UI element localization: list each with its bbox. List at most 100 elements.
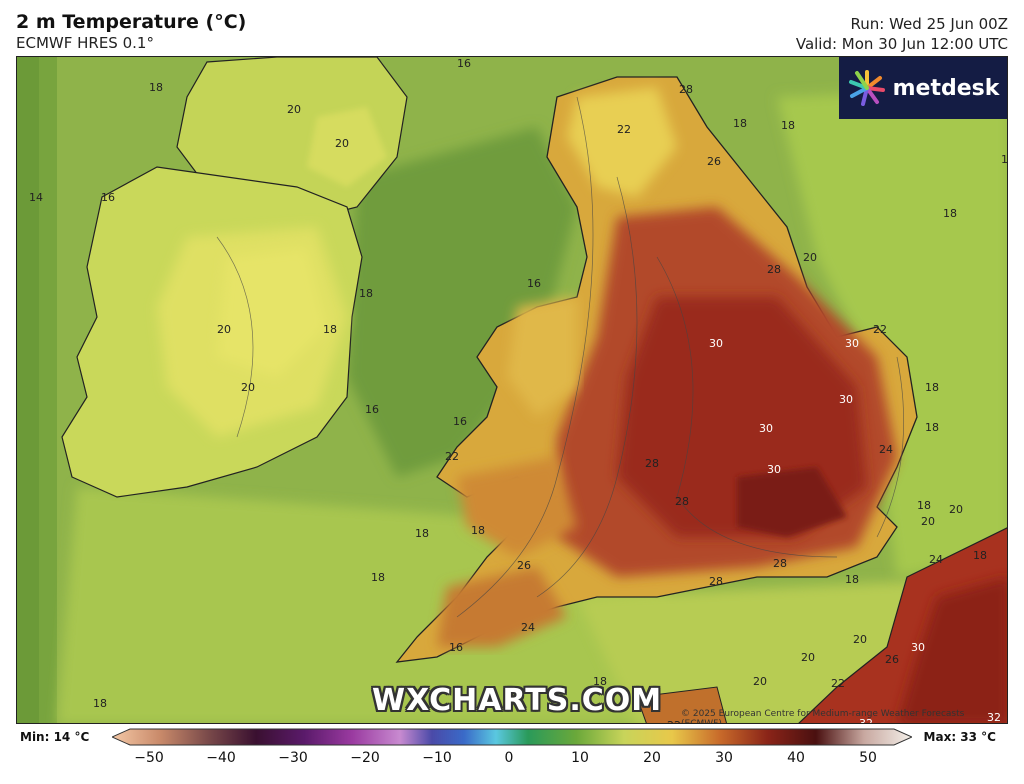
contour-label: 32 — [859, 717, 873, 724]
contour-labels: 16 18 20 14 16 18 20 20 18 16 20 16 16 2… — [29, 57, 1008, 724]
wales-south-warm — [457, 457, 577, 557]
ecmwf-credit: © 2025 European Centre for Medium-range … — [681, 709, 965, 724]
contour-label: 28 — [679, 83, 693, 96]
france-hot-core — [897, 577, 1007, 723]
contour-label: 26 — [517, 559, 531, 572]
colorbar-tick: −50 — [134, 750, 164, 766]
contour-label: 22 — [617, 123, 631, 136]
wxcharts-watermark: WXCHARTS.COM — [372, 683, 663, 718]
thames-valley-peak — [737, 467, 847, 537]
max-label: Max: 33 °C — [923, 730, 996, 744]
contour-label: 1 — [1001, 153, 1008, 166]
contour-label: 30 — [767, 463, 781, 476]
contour-label: 18 — [471, 524, 485, 537]
map-title: 2 m Temperature (°C) — [16, 11, 247, 33]
contour-label: 30 — [911, 641, 925, 654]
contour-label: 24 — [879, 443, 893, 456]
contour-label: 20 — [801, 651, 815, 664]
contour-label: 18 — [93, 697, 107, 710]
contour-label: 16 — [449, 641, 463, 654]
colorbar-tick: 10 — [571, 750, 589, 766]
contour-label: 30 — [759, 422, 773, 435]
contour-label: 20 — [921, 515, 935, 528]
contour-label: 16 — [453, 415, 467, 428]
contour-label: 22 — [667, 719, 681, 724]
contour-label: 18 — [781, 119, 795, 132]
contour-label: 20 — [335, 137, 349, 150]
colorbar-tick: 20 — [643, 750, 661, 766]
metdesk-logo-text: metdesk — [892, 75, 1000, 101]
contour-label: 28 — [767, 263, 781, 276]
contour-label: 20 — [217, 323, 231, 336]
contour-label: 20 — [287, 103, 301, 116]
contour-label: 18 — [733, 117, 747, 130]
metdesk-starburst-icon — [848, 70, 885, 106]
contour-label: 20 — [803, 251, 817, 264]
colorbar-tick: −10 — [422, 750, 452, 766]
colorbar-ticks: −50 −40 −30 −20 −10 0 10 20 30 40 50 — [0, 750, 1024, 770]
contour-label: 18 — [371, 571, 385, 584]
contour-label: 24 — [929, 553, 943, 566]
contour-label: 24 — [521, 621, 535, 634]
contour-label: 18 — [925, 381, 939, 394]
contour-label: 18 — [943, 207, 957, 220]
contour-label: 28 — [645, 457, 659, 470]
brittany-landmass — [636, 686, 727, 723]
contour-label: 28 — [675, 495, 689, 508]
contour-label: 14 — [29, 191, 43, 204]
contour-label: 18 — [925, 421, 939, 434]
contour-label: 16 — [365, 403, 379, 416]
header-right: Run: Wed 25 Jun 00Z Valid: Mon 30 Jun 12… — [796, 14, 1008, 54]
contour-label: 22 — [873, 323, 887, 336]
min-label: Min: 14 °C — [20, 730, 90, 744]
colorbar-tick: −20 — [350, 750, 380, 766]
contour-label: 28 — [709, 575, 723, 588]
contour-label: 18 — [149, 81, 163, 94]
contour-label: 18 — [323, 323, 337, 336]
contour-label: 18 — [415, 527, 429, 540]
contour-label: 28 — [773, 557, 787, 570]
colorbar-tick: 0 — [504, 750, 514, 766]
colorbar — [112, 728, 912, 746]
contour-label: 30 — [839, 393, 853, 406]
colorbar-tick: −40 — [206, 750, 236, 766]
contour-label: 20 — [753, 675, 767, 688]
contour-label: 16 — [457, 57, 471, 70]
isotherm-lines — [216, 96, 904, 618]
metdesk-logo: metdesk — [839, 57, 1007, 119]
irish-sea-cool — [347, 127, 577, 477]
contour-label: 20 — [853, 633, 867, 646]
north-sea-band — [777, 87, 1007, 577]
cornwall-devon-warm — [437, 567, 567, 647]
contour-label: 30 — [845, 337, 859, 350]
contour-label: 20 — [949, 503, 963, 516]
model-name: ECMWF HRES 0.1° — [16, 34, 154, 52]
colorbar-tick: 40 — [787, 750, 805, 766]
contour-label: 16 — [527, 277, 541, 290]
ireland-center-warm — [217, 247, 327, 377]
contour-label: 18 — [973, 549, 987, 562]
header-left: 2 m Temperature (°C) ECMWF HRES 0.1° — [16, 10, 246, 52]
scotland-warm-patch — [307, 107, 387, 187]
contour-label: 18 — [845, 573, 859, 586]
colorbar-legend: Min: 14 °C — [0, 724, 1024, 784]
contour-label: 32 — [987, 711, 1001, 724]
run-time: Run: Wed 25 Jun 00Z — [850, 15, 1008, 33]
contour-label: 22 — [831, 677, 845, 690]
west-cool-band-2 — [17, 57, 39, 723]
contour-label: 18 — [593, 675, 607, 688]
contour-label: 16 — [101, 191, 115, 204]
contour-label: 30 — [709, 337, 723, 350]
colorbar-tick: −30 — [278, 750, 308, 766]
contour-label: 18 — [917, 499, 931, 512]
valid-time: Valid: Mon 30 Jun 12:00 UTC — [795, 35, 1008, 53]
n-england-cooler — [567, 87, 677, 197]
contour-label: 18 — [359, 287, 373, 300]
temperature-map[interactable]: 16 18 20 14 16 18 20 20 18 16 20 16 16 2… — [16, 56, 1008, 724]
contour-label: 26 — [707, 155, 721, 168]
colorbar-tick: 50 — [859, 750, 877, 766]
contour-label: 20 — [241, 381, 255, 394]
colorbar-tick: 30 — [715, 750, 733, 766]
wales-north-warm — [507, 297, 577, 417]
contour-label: 22 — [445, 450, 459, 463]
